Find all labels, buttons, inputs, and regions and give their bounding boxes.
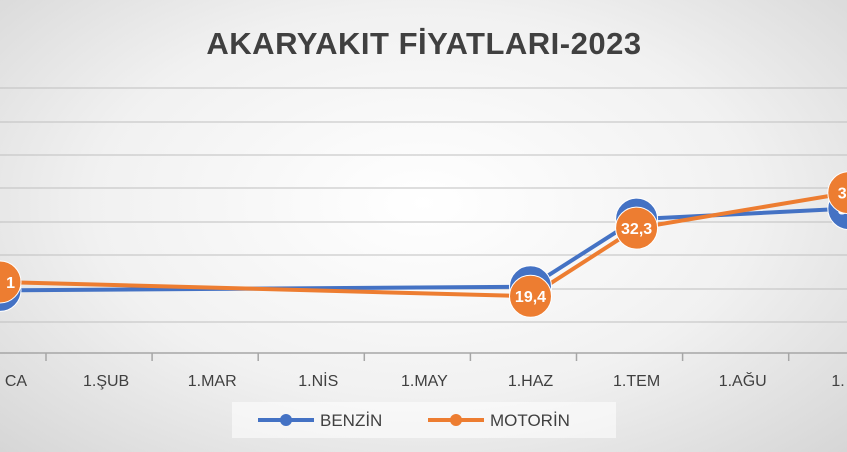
data-label: 19,4 — [515, 289, 546, 306]
data-points: 1521,23436119,432,339 — [0, 171, 847, 318]
data-point-marker — [0, 260, 22, 304]
data-label: 39 — [838, 186, 847, 203]
x-tick-label: CA — [5, 373, 28, 390]
x-tick-label: 1.AĞU — [719, 371, 767, 390]
legend-marker — [450, 414, 462, 426]
data-point-marker — [615, 206, 659, 250]
series-line-0 — [0, 206, 847, 293]
x-tick-label: 1.MAR — [188, 373, 237, 390]
data-point-marker — [827, 171, 847, 215]
series-line-1 — [0, 190, 847, 299]
legend: BENZİN MOTORİN — [232, 402, 616, 438]
data-point-marker — [509, 274, 552, 318]
legend-label: BENZİN — [320, 411, 382, 430]
x-tick-label: 1.MAY — [401, 373, 448, 390]
chart-title: AKARYAKIT FİYATLARI-2023 — [206, 26, 641, 61]
data-label: 1 — [6, 275, 15, 292]
x-tick-label: 1.NİS — [298, 371, 338, 390]
x-tick-label: 1.TEM — [613, 373, 660, 390]
x-tick-label: 1.HAZ — [508, 373, 554, 390]
legend-label: MOTORİN — [490, 411, 570, 430]
x-tick-label: 1.ŞUB — [83, 373, 129, 390]
legend-marker — [280, 414, 292, 426]
series-lines — [0, 190, 847, 299]
x-tick-label: 1. — [831, 373, 844, 390]
x-axis: CA 1.ŞUB 1.MAR 1.NİS 1.MAY 1.HAZ 1.TEM 1.AĞU 1. — [0, 352, 847, 390]
data-label: 32,3 — [621, 221, 652, 238]
